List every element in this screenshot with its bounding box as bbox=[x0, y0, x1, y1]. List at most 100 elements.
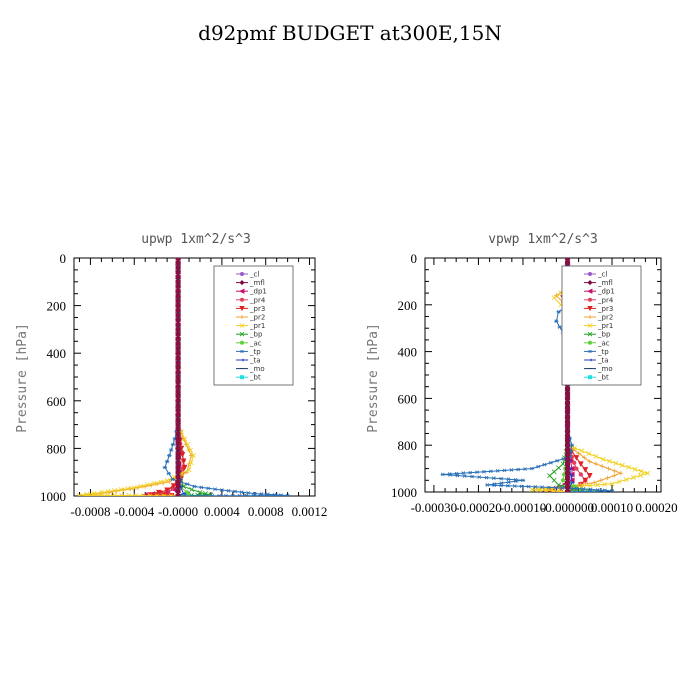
series-marker_pr4 bbox=[574, 466, 579, 471]
zero-profile-marker bbox=[175, 484, 181, 489]
series-marker_bp bbox=[551, 477, 557, 483]
series-marker_tp bbox=[244, 493, 249, 496]
legend-label_bt: _bt bbox=[597, 374, 609, 382]
series-marker_tp bbox=[574, 486, 579, 491]
legend-label_ta: _ta bbox=[249, 357, 261, 365]
zero-profile-marker bbox=[564, 258, 570, 260]
legend-label_ta: _ta bbox=[597, 357, 609, 365]
series-marker_pr1 bbox=[543, 488, 549, 492]
series-marker_ta bbox=[569, 481, 575, 485]
series-marker_tp bbox=[491, 476, 497, 480]
legend-box bbox=[561, 265, 642, 386]
zero-profile-marker bbox=[175, 408, 181, 413]
series-marker_pr3 bbox=[170, 483, 177, 489]
legend-label_dp1: _dp1 bbox=[597, 288, 615, 296]
y-tick-label: 400 bbox=[47, 346, 67, 361]
zero-profile-marker bbox=[564, 461, 570, 466]
series-marker_pr1 bbox=[609, 481, 615, 487]
legend-label_bp: _bp bbox=[597, 331, 611, 339]
zero-profile-marker bbox=[175, 455, 181, 460]
series-marker_tp bbox=[170, 477, 175, 482]
zero-profile-marker bbox=[175, 375, 181, 379]
series-marker_pr2 bbox=[593, 461, 599, 467]
series-marker_tp bbox=[184, 482, 190, 486]
series-marker_pr1 bbox=[84, 492, 90, 496]
series-marker_pr1 bbox=[76, 492, 82, 496]
x-tick-label: 0.00010 bbox=[591, 500, 633, 515]
y-tick-label: 800 bbox=[398, 438, 418, 453]
series-line_dp1 bbox=[145, 258, 181, 496]
series-marker_tp bbox=[581, 487, 586, 491]
legend-label_tp: _tp bbox=[597, 348, 609, 356]
series-marker_tp bbox=[285, 493, 290, 496]
series-marker_tp bbox=[498, 476, 504, 481]
zero-profile-marker bbox=[564, 490, 570, 492]
series-marker_pr2 bbox=[612, 473, 617, 478]
series-marker_pr1 bbox=[168, 493, 174, 496]
series-marker_tp bbox=[258, 493, 263, 496]
panel-vpwp: vpwp 1xm^2/s^3 Pressure [hPa] 0 200 400 600… bbox=[366, 232, 678, 515]
x-tick-label: 0.0012 bbox=[292, 504, 328, 519]
series-marker_tp bbox=[588, 487, 593, 492]
series-marker_tp bbox=[203, 494, 208, 496]
legend-marker_bp bbox=[587, 331, 593, 337]
series-marker_pr1 bbox=[112, 488, 118, 494]
series-marker_pr1 bbox=[586, 451, 592, 457]
series-line_pr2 bbox=[84, 258, 192, 496]
zero-profile-marker bbox=[175, 303, 181, 308]
series-marker_tp bbox=[162, 465, 168, 470]
series-marker_tp bbox=[196, 494, 201, 496]
x-tick-label: -0.00030 bbox=[411, 500, 458, 515]
legend-label_tp: _tp bbox=[249, 348, 261, 356]
legend-marker_pr3 bbox=[239, 305, 245, 312]
series-marker_tp bbox=[587, 489, 592, 492]
series-marker_pr1 bbox=[118, 487, 124, 493]
series-marker_tp bbox=[488, 469, 493, 474]
x-tick-label: 0.00020 bbox=[635, 500, 677, 515]
zero-profile-marker bbox=[564, 452, 570, 457]
zero-profile-marker bbox=[564, 457, 570, 462]
zero-profile-marker bbox=[175, 294, 181, 299]
zero-profile-marker bbox=[175, 379, 181, 384]
series-marker_tp bbox=[485, 483, 490, 487]
zero-profile-marker bbox=[175, 289, 181, 294]
panel-upwp-ylabel: Pressure [hPa] bbox=[15, 323, 30, 433]
series-marker_tp bbox=[506, 480, 511, 484]
series-marker_tp bbox=[594, 489, 600, 492]
series-marker_tp bbox=[519, 484, 524, 489]
zero-profile-marker bbox=[564, 260, 570, 265]
series-marker_tp bbox=[495, 469, 500, 473]
series-marker_tp bbox=[477, 475, 482, 479]
zero-profile-marker bbox=[564, 415, 570, 420]
series-marker_tp bbox=[572, 489, 578, 492]
y-tick-label: 0 bbox=[60, 251, 67, 266]
series-marker_tp bbox=[560, 486, 565, 490]
series-marker_pr4 bbox=[578, 472, 584, 477]
zero-profile-marker bbox=[175, 422, 181, 427]
series-marker_pr1 bbox=[84, 491, 90, 496]
zero-profile-marker bbox=[175, 403, 181, 408]
series-marker_tp bbox=[533, 485, 538, 489]
series-marker_tp bbox=[264, 493, 270, 496]
zero-profile-marker bbox=[175, 394, 181, 399]
legend-marker_bp bbox=[239, 331, 245, 337]
series-marker_pr1 bbox=[144, 482, 150, 488]
zero-profile-marker bbox=[175, 413, 181, 418]
panel-upwp: upwp 1xm^2/s^3 Pressure [hPa] 0 200 400 600… bbox=[15, 232, 327, 519]
series-marker_pr1 bbox=[579, 448, 585, 454]
series-marker_ta bbox=[568, 473, 574, 478]
series-marker_tp bbox=[278, 493, 283, 496]
series-marker_pr1 bbox=[536, 486, 542, 492]
y-tick-label: 0 bbox=[411, 251, 418, 266]
zero-profile-marker bbox=[564, 433, 570, 438]
series-marker_pr2 bbox=[606, 466, 611, 471]
series-marker_pr1 bbox=[147, 493, 153, 496]
zero-profile-marker bbox=[175, 355, 181, 360]
series-marker_pr1 bbox=[98, 489, 104, 495]
legend-marker_tp bbox=[588, 349, 592, 354]
legend-label_pr2: _pr2 bbox=[249, 314, 265, 322]
series-marker_pr2 bbox=[605, 475, 610, 481]
zero-profile-marker bbox=[175, 313, 181, 318]
series-marker_tp bbox=[455, 473, 460, 478]
legend-marker_dp1 bbox=[239, 288, 245, 294]
